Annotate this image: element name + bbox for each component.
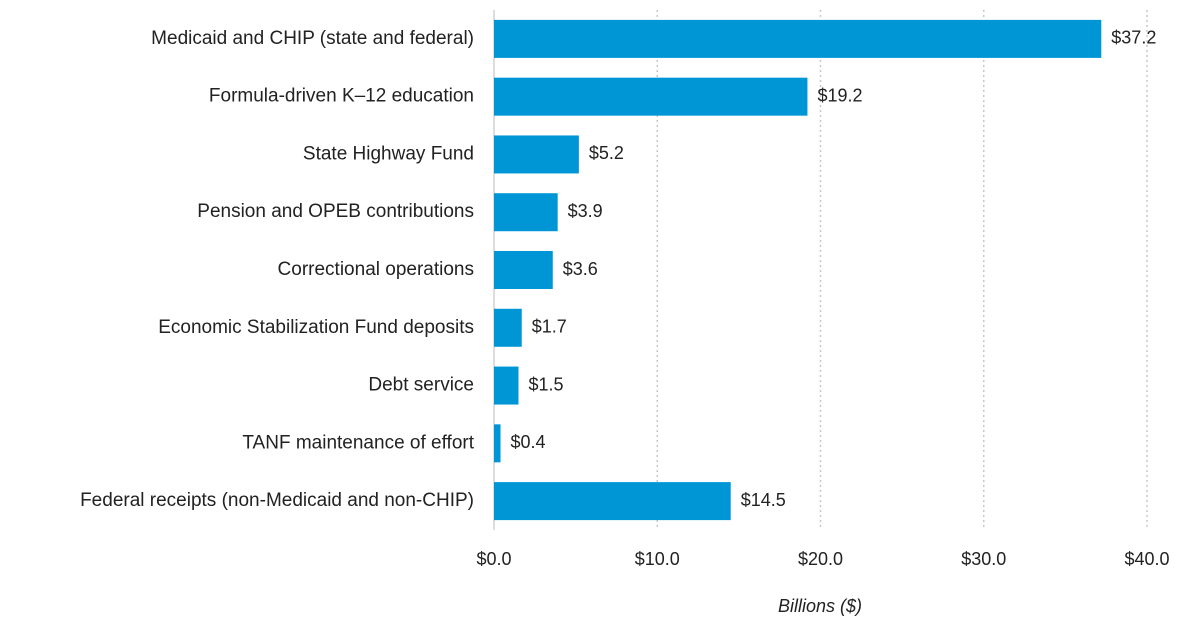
- value-label: $5.2: [589, 143, 624, 163]
- bar: [494, 193, 558, 232]
- y-tick-label: TANF maintenance of effort: [242, 432, 474, 453]
- bar: [494, 424, 501, 463]
- y-tick-label: Formula-driven K–12 education: [209, 86, 474, 107]
- bar: [494, 251, 553, 289]
- bar: [494, 366, 519, 405]
- x-tick-label: $0.0: [476, 549, 511, 569]
- value-label: $3.9: [568, 201, 603, 221]
- value-label: $3.6: [563, 259, 598, 279]
- x-tick-label: $20.0: [798, 549, 843, 569]
- bar: [494, 19, 1102, 58]
- bar: [494, 135, 579, 174]
- value-label: $1.7: [532, 317, 567, 337]
- value-label: $37.2: [1111, 28, 1156, 48]
- value-label: $19.2: [817, 85, 862, 105]
- y-tick-label: Correctional operations: [278, 259, 474, 280]
- value-label: $1.5: [528, 374, 563, 394]
- y-tick-label: Pension and OPEB contributions: [197, 201, 474, 222]
- x-tick-label: $40.0: [1124, 549, 1169, 569]
- y-tick-label: State Highway Fund: [303, 143, 474, 164]
- y-tick-label: Medicaid and CHIP (state and federal): [151, 28, 474, 49]
- bar: [494, 77, 808, 116]
- y-tick-label: Economic Stabilization Fund deposits: [158, 317, 474, 338]
- x-tick-label: $30.0: [961, 549, 1006, 569]
- value-label: $14.5: [741, 490, 786, 510]
- x-tick-label: $10.0: [635, 549, 680, 569]
- value-label: $0.4: [511, 432, 546, 452]
- y-tick-label: Debt service: [368, 375, 474, 396]
- bar: [494, 308, 522, 347]
- x-axis-label: Billions ($): [778, 596, 862, 616]
- bar: [494, 482, 731, 521]
- y-tick-label: Federal receipts (non-Medicaid and non-C…: [80, 490, 474, 511]
